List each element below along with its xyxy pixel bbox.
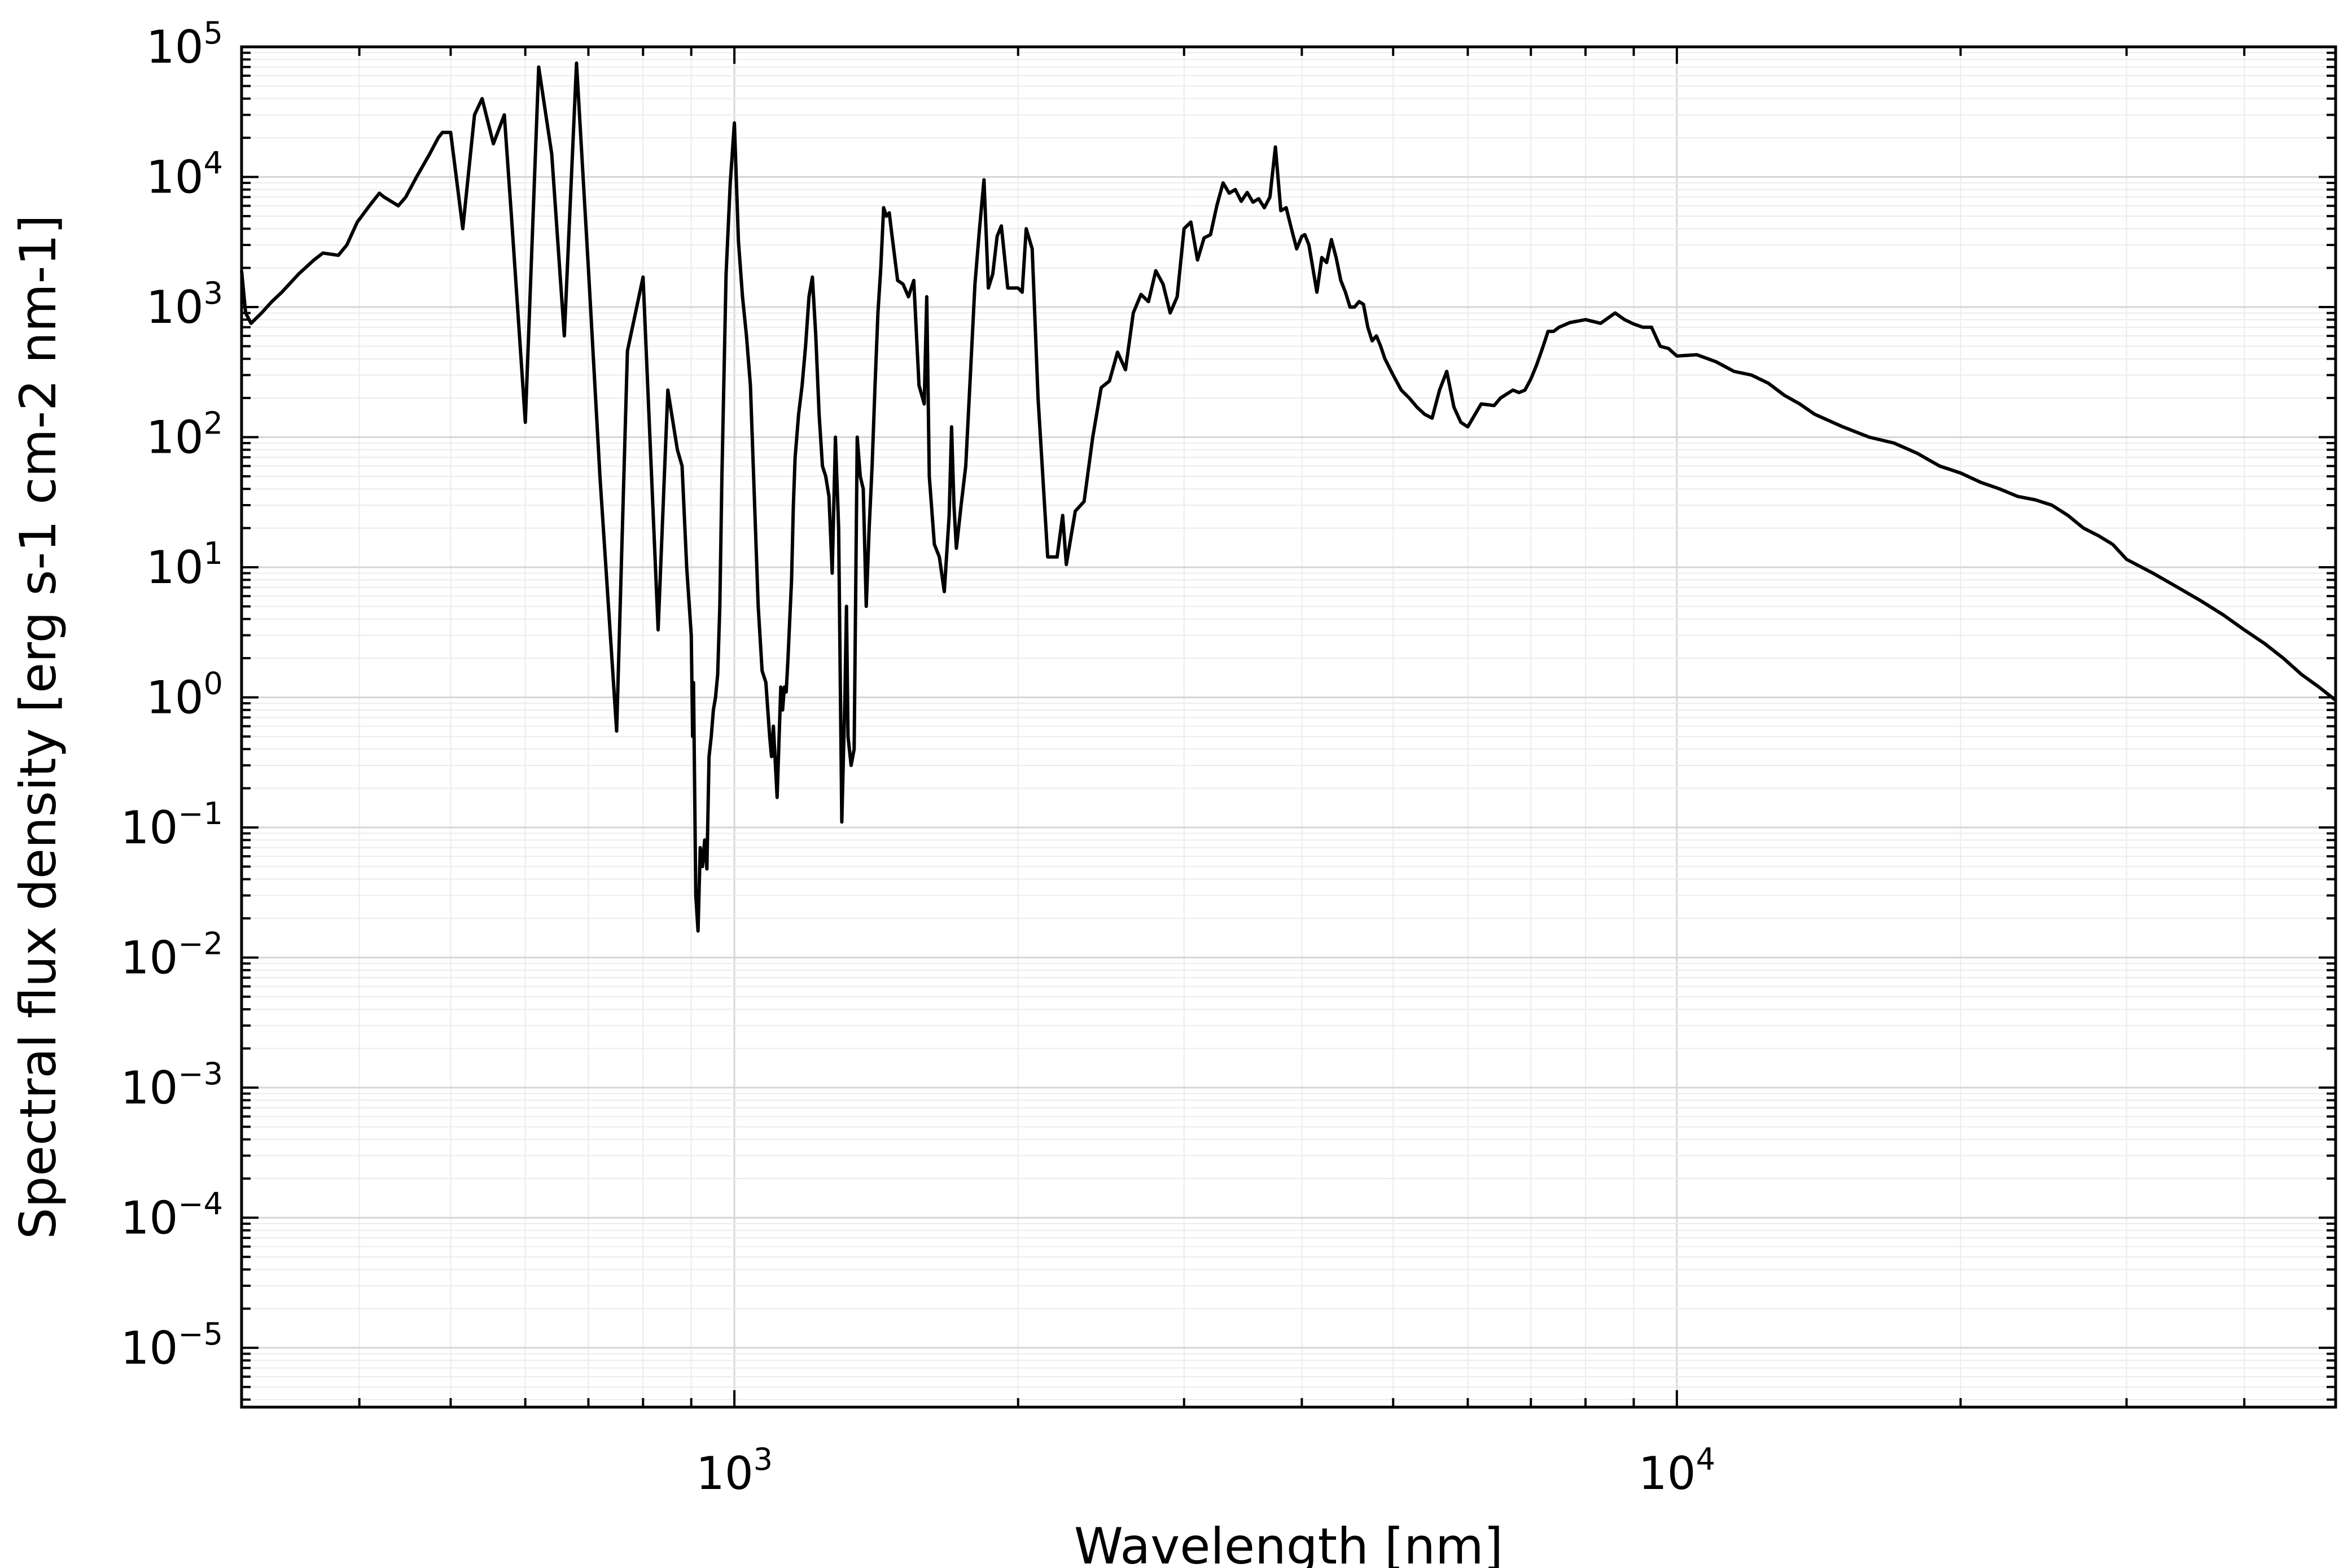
plot-frame: [240, 45, 2337, 1409]
y-tick-label: 10−5: [121, 1316, 223, 1374]
x-axis-title: Wavelength [nm]: [1074, 1517, 1503, 1568]
x-tick-label: 103: [696, 1442, 773, 1500]
x-tick-label: 104: [1639, 1442, 1715, 1500]
y-tick-label: 10−4: [121, 1186, 223, 1244]
y-tick-label: 10−1: [121, 796, 223, 854]
y-tick-label: 104: [146, 145, 223, 203]
y-tick-label: 103: [146, 275, 223, 334]
y-axis-title: Spectral flux density [erg s-1 cm-2 nm-1…: [9, 214, 67, 1239]
y-tick-label: 105: [146, 15, 223, 73]
spectrum-line: [240, 61, 2337, 933]
y-tick-label: 10−2: [121, 926, 223, 984]
y-tick-label: 102: [146, 405, 223, 463]
grid-lines: [241, 46, 2336, 1407]
y-tick-label: 101: [146, 536, 223, 594]
y-tick-label: 100: [146, 665, 223, 724]
tick-labels: 103 104 10−5 10−4 10−3 10−2 10−1 100 101 102 103 10…: [121, 15, 1715, 1500]
y-tick-label: 10−3: [121, 1056, 223, 1114]
